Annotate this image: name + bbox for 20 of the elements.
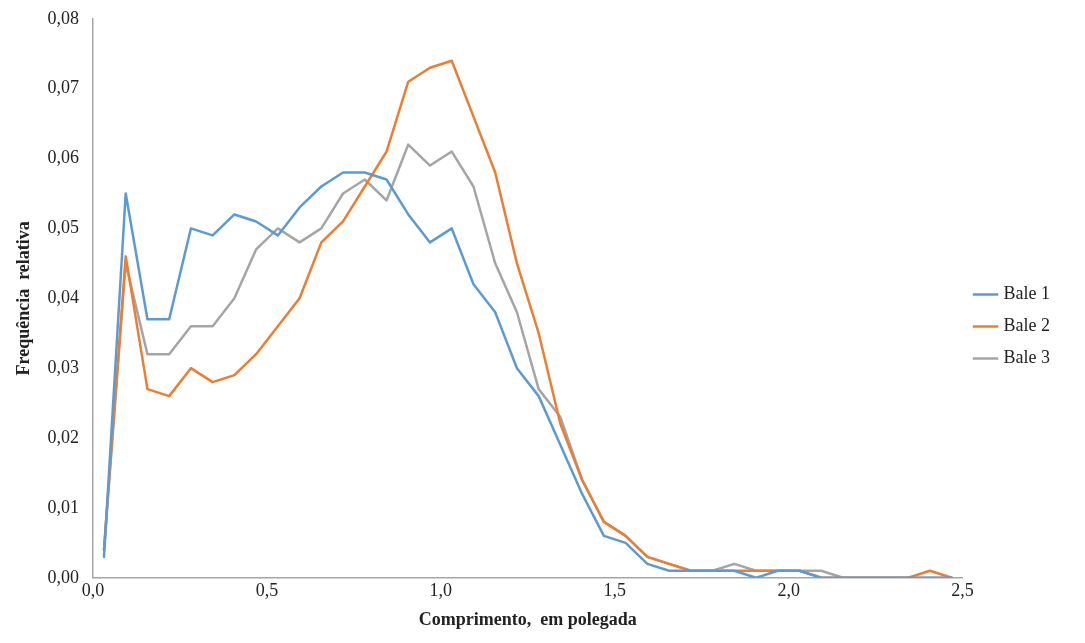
x-tick-label: 1,5	[603, 580, 626, 601]
x-axis-title: Comprimento, em polegada	[418, 608, 637, 629]
x-tick-label: 2,0	[777, 580, 800, 601]
x-tick-label: 0,0	[81, 580, 105, 601]
y-tick-label: 0,02	[47, 426, 80, 447]
x-tick-label: 0,5	[255, 580, 279, 601]
y-tick-label: 0,04	[47, 287, 80, 308]
y-tick-label: 0,05	[47, 217, 80, 238]
x-tick-label: 2,5	[951, 580, 974, 601]
x-tick-label: 1,0	[429, 580, 453, 601]
y-tick-label: 0,07	[47, 77, 80, 98]
y-tick-label: 0,03	[47, 356, 80, 377]
legend-label: Bale 1	[1003, 283, 1051, 304]
legend-label: Bale 3	[1003, 347, 1051, 368]
y-tick-label: 0,00	[47, 566, 80, 587]
legend-label: Bale 2	[1003, 315, 1051, 336]
y-tick-label: 0,01	[47, 496, 80, 517]
y-axis-title: Frequência relativa	[13, 221, 34, 376]
y-tick-label: 0,08	[47, 7, 80, 28]
y-tick-label: 0,06	[47, 147, 80, 168]
